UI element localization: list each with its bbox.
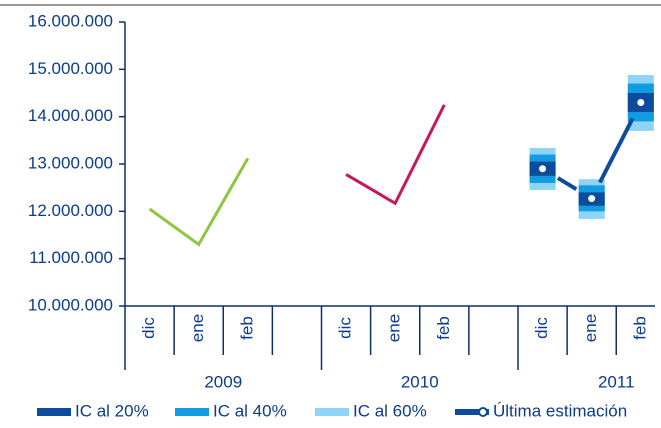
x-tick-label: ene — [581, 314, 600, 342]
group-label: 2010 — [401, 372, 439, 391]
estimate-segment — [556, 176, 578, 191]
x-tick-label: dic — [139, 317, 158, 339]
x-tick-label: dic — [532, 317, 551, 339]
series-line — [148, 157, 250, 247]
estimate-marker — [588, 195, 596, 203]
legend-label: Última estimación — [493, 401, 627, 420]
legend-swatch — [37, 408, 71, 416]
y-tick-label: 15.000.000 — [28, 59, 113, 78]
group-label: 2011 — [598, 372, 635, 391]
legend-swatch — [175, 408, 209, 416]
x-tick-label: feb — [630, 316, 649, 340]
y-tick-label: 16.000.000 — [28, 11, 113, 30]
group-label: 2009 — [204, 372, 242, 391]
estimate-segment — [598, 117, 635, 184]
legend-swatch — [455, 409, 489, 415]
estimate-marker — [637, 98, 645, 106]
x-tick-label: dic — [336, 317, 355, 339]
series-line — [345, 104, 446, 206]
x-tick-label: feb — [237, 316, 256, 340]
x-tick-label: ene — [385, 314, 404, 342]
x-tick-label: feb — [434, 316, 453, 340]
estimate-marker — [539, 165, 547, 173]
y-tick-label: 12.000.000 — [28, 201, 113, 220]
x-tick-label: ene — [188, 314, 207, 342]
y-tick-label: 13.000.000 — [28, 153, 113, 172]
y-tick-label: 11.000.000 — [29, 248, 113, 267]
y-tick-label: 10.000.000 — [28, 295, 113, 314]
legend-swatch — [315, 408, 349, 416]
legend-label: IC al 60% — [353, 401, 427, 420]
legend-label: IC al 20% — [75, 401, 149, 420]
y-tick-label: 14.000.000 — [28, 106, 113, 125]
legend-label: IC al 40% — [213, 401, 287, 420]
legend-marker — [478, 407, 488, 417]
